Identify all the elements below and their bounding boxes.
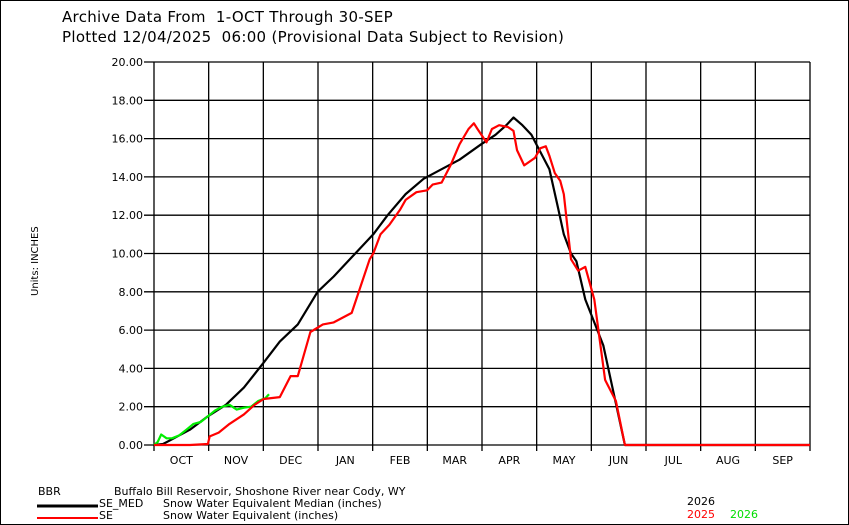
y-tick-label: 8.00: [119, 286, 144, 299]
legend-se-desc: Snow Water Equivalent (inches): [163, 509, 339, 522]
chart-subtitle: Plotted 12/04/2025 06:00 (Provisional Da…: [62, 28, 565, 46]
x-tick-label: MAY: [553, 454, 576, 467]
x-axis-ticks: OCT NOV DEC JAN FEB MAR APR MAY JUN JUL AUG SEP: [170, 454, 794, 467]
x-tick-label: FEB: [390, 454, 411, 467]
y-tick-label: 14.00: [112, 171, 144, 184]
x-tick-label: NOV: [224, 454, 249, 467]
legend-se-year-2026: 2026: [730, 508, 758, 521]
x-tick-label: JUL: [664, 454, 683, 467]
series-layer: [153, 116, 810, 447]
y-tick-label: 16.00: [112, 133, 144, 146]
legend-median-desc: Snow Water Equivalent Median (inches): [163, 497, 382, 510]
y-tick-label: 6.00: [119, 324, 144, 337]
y-axis-ticks: 0.00 2.00 4.00 6.00 8.00 10.00 12.00 14.00 16.00…: [112, 56, 144, 452]
y-tick-label: 10.00: [112, 248, 144, 261]
series-line-se-2025: [154, 122, 810, 447]
legend-median-code: SE_MED: [99, 497, 144, 510]
y-tick-label: 2.00: [119, 401, 144, 414]
chart-title: Archive Data From 1-OCT Through 30-SEP: [62, 8, 393, 26]
legend-station-code: BBR: [38, 485, 61, 498]
y-axis-label: Units: INCHES: [30, 226, 41, 296]
x-tick-label: APR: [498, 454, 520, 467]
legend-median-year: 2026: [687, 495, 715, 508]
x-tick-label: JUN: [608, 454, 629, 467]
x-tick-label: JAN: [335, 454, 355, 467]
x-tick-label: DEC: [279, 454, 302, 467]
legend-se-code: SE: [99, 509, 113, 522]
x-tick-label: AUG: [716, 454, 740, 467]
x-tick-label: OCT: [170, 454, 193, 467]
y-tick-label: 0.00: [119, 439, 144, 452]
y-tick-label: 4.00: [119, 362, 144, 375]
y-tick-label: 20.00: [112, 56, 144, 69]
legend-se-year-2025: 2025: [687, 508, 715, 521]
y-tick-label: 18.00: [112, 94, 144, 107]
x-tick-label: MAR: [442, 454, 467, 467]
y-tick-label: 12.00: [112, 209, 144, 222]
series-line-se-2026: [153, 393, 270, 446]
legend-station-name: Buffalo Bill Reservoir, Shoshone River n…: [114, 485, 406, 498]
grid: [144, 61, 811, 451]
x-tick-label: SEP: [772, 454, 793, 467]
